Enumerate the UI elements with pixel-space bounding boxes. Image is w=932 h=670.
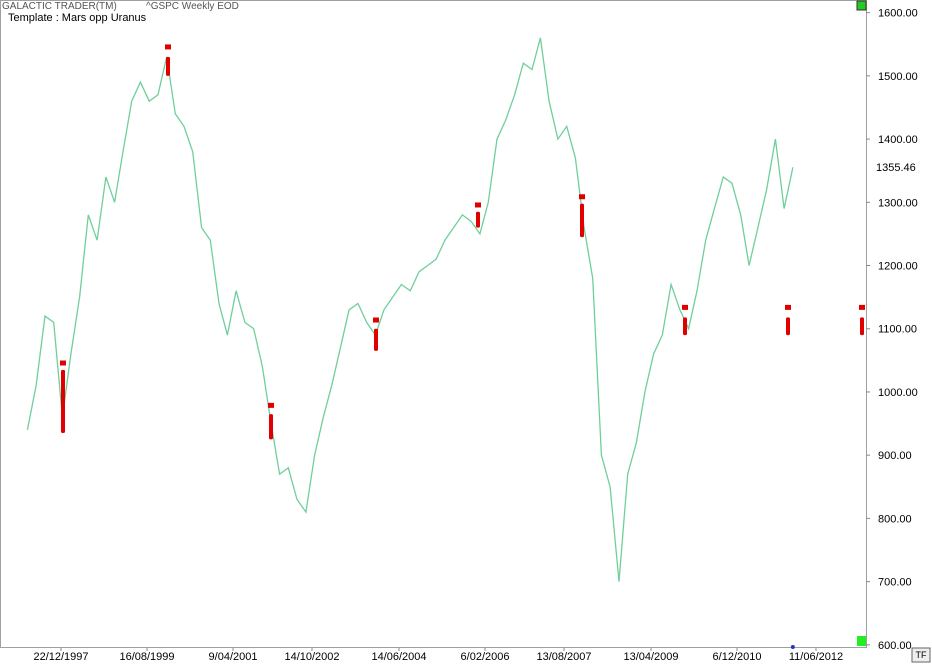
x-tick-label: 13/04/2009 — [623, 651, 678, 663]
x-tick-label: 6/02/2006 — [461, 651, 510, 663]
y-tick-label: 600.00 — [878, 640, 912, 652]
event-range — [683, 317, 687, 336]
y-tick-label: 1500.00 — [878, 71, 918, 83]
y-tick-label: 1300.00 — [878, 197, 918, 209]
subtitle: ^GSPC Weekly EOD — [146, 1, 239, 12]
app-title: GALACTIC TRADER(TM) — [2, 1, 117, 12]
tf-button[interactable] — [911, 647, 931, 663]
x-tick-label: 9/04/2001 — [209, 651, 258, 663]
y-tick-label: 1600.00 — [878, 8, 918, 20]
end-marker — [790, 645, 795, 649]
tf-label: TF — [916, 650, 927, 660]
event-marker — [682, 304, 688, 310]
scroll-bottom-button[interactable] — [857, 636, 866, 646]
event-marker — [268, 402, 274, 408]
last-value-label: 1355.46 — [876, 162, 916, 174]
event-range — [166, 56, 170, 76]
x-tick-label: 14/06/2004 — [371, 651, 426, 663]
event-marker — [475, 202, 481, 208]
y-tick-label: 1100.00 — [878, 324, 917, 336]
y-tick-label: 1400.00 — [878, 134, 918, 146]
event-marker — [859, 304, 865, 310]
event-range — [860, 317, 864, 336]
event-range — [374, 328, 378, 351]
y-tick-label: 1200.00 — [878, 261, 918, 273]
event-marker — [60, 360, 66, 366]
x-tick-label: 22/12/1997 — [33, 651, 88, 663]
event-marker — [373, 317, 379, 323]
y-tick-label: 1000.00 — [878, 387, 918, 399]
event-marker — [785, 304, 791, 310]
x-tick-label: 11/06/2012 — [789, 651, 843, 663]
x-tick-label: 6/12/2010 — [713, 651, 762, 663]
scroll-top-button[interactable] — [856, 0, 867, 11]
event-marker — [579, 194, 585, 200]
y-tick-label: 900.00 — [878, 450, 912, 462]
x-tick-label: 13/08/2007 — [536, 651, 591, 663]
event-marker — [165, 44, 171, 50]
event-range — [580, 203, 584, 238]
event-range — [61, 369, 65, 434]
event-range — [786, 317, 790, 336]
plot-frame — [0, 0, 867, 648]
x-tick-label: 14/10/2002 — [284, 651, 339, 663]
event-range — [476, 211, 480, 228]
y-tick-label: 800.00 — [878, 513, 912, 525]
template-label: Template : Mars opp Uranus — [8, 12, 147, 24]
event-range — [269, 414, 273, 440]
x-tick-label: 16/08/1999 — [119, 651, 174, 663]
y-tick-label: 700.00 — [878, 577, 912, 589]
price-line — [26, 37, 794, 582]
